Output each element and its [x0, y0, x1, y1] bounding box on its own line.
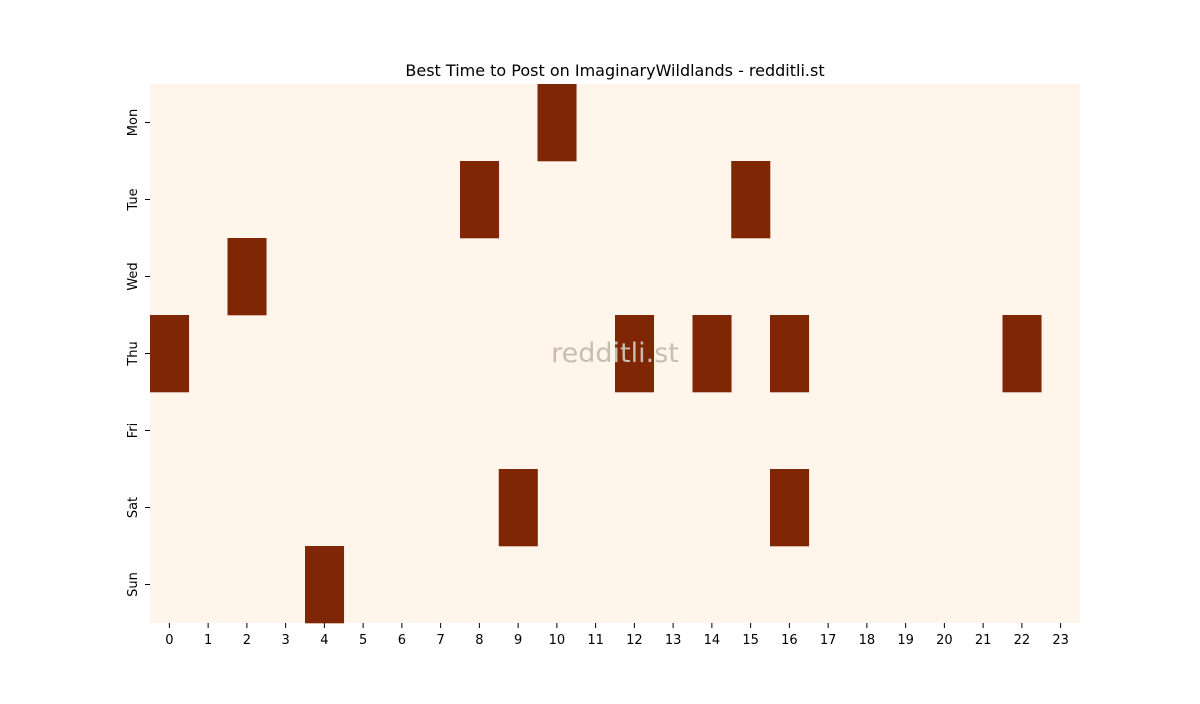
y-tick-label: Mon	[126, 109, 141, 136]
x-tick-label: 19	[897, 633, 914, 648]
x-tick-label: 16	[781, 633, 798, 648]
x-tick-label: 10	[549, 633, 566, 648]
x-tick-label: 4	[320, 633, 328, 648]
heatmap-cell-sun-4	[305, 546, 345, 624]
x-tick-label: 12	[626, 633, 643, 648]
x-tick-label: 15	[742, 633, 759, 648]
x-tick-label: 8	[475, 633, 483, 648]
chart-title: Best Time to Post on ImaginaryWildlands …	[405, 61, 824, 80]
y-axis: Mon Tue Wed Thu Fri Sat Sun	[126, 109, 150, 597]
x-tick-label: 20	[936, 633, 953, 648]
heatmap-cell-sat-9	[498, 469, 538, 547]
heatmap-cell-wed-2	[227, 238, 267, 316]
x-tick-label: 21	[975, 633, 992, 648]
x-tick-label: 14	[704, 633, 721, 648]
heatmap-cell-thu-22	[1002, 315, 1042, 393]
x-tick-label: 11	[587, 633, 604, 648]
x-tick-label: 2	[243, 633, 251, 648]
x-tick-label: 22	[1014, 633, 1031, 648]
heatmap-cell-tue-8	[460, 161, 500, 239]
heatmap-cell-tue-15	[731, 161, 771, 239]
y-tick-label: Sun	[126, 572, 141, 597]
y-tick-label: Thu	[126, 341, 141, 366]
x-tick-label: 17	[820, 633, 837, 648]
x-tick-label: 7	[436, 633, 444, 648]
heatmap-cell-thu-16	[770, 315, 810, 393]
x-tick-label: 3	[281, 633, 289, 648]
x-tick-label: 5	[359, 633, 367, 648]
heatmap-cells	[150, 84, 1080, 624]
x-tick-label: 6	[398, 633, 406, 648]
y-tick-label: Sat	[126, 497, 141, 518]
y-tick-label: Tue	[126, 188, 141, 211]
x-tick-label: 9	[514, 633, 522, 648]
heatmap-cell-sat-16	[770, 469, 810, 547]
x-tick-label: 13	[665, 633, 682, 648]
heatmap-cell-mon-10	[537, 84, 577, 162]
heatmap-cell-thu-14	[692, 315, 732, 393]
x-tick-label: 18	[859, 633, 876, 648]
x-axis: 0 1 2 3 4 5 6 7 8 9 10 11 12 13 14 15 16 17 18 19 20 21 22 23	[165, 623, 1069, 648]
watermark-text: redditli.st	[551, 338, 679, 369]
x-tick-label: 1	[204, 633, 212, 648]
x-tick-label: 23	[1052, 633, 1069, 648]
x-tick-label: 0	[165, 633, 173, 648]
heatmap-cell-thu-12	[615, 315, 655, 393]
y-tick-label: Wed	[126, 262, 141, 290]
y-tick-label: Fri	[126, 423, 141, 439]
heatmap-cell-thu-0	[150, 315, 190, 393]
